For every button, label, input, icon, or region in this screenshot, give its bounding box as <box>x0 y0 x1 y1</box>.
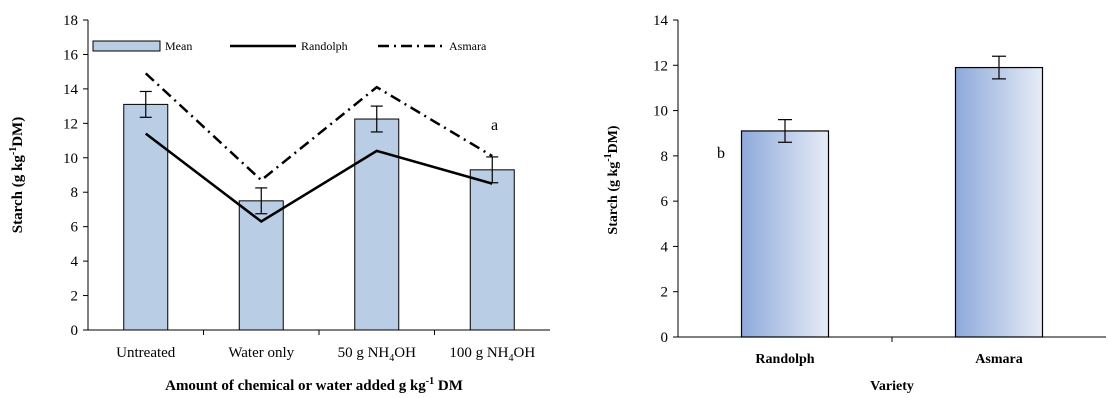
chart-a-x-axis-title: Amount of chemical or water added g kg-1… <box>165 376 463 394</box>
chart-a-legend: Mean Randolph Asmara <box>92 39 487 53</box>
y-tick-label: 12 <box>63 116 78 132</box>
y-tick-label: 18 <box>63 13 78 29</box>
y-tick-label: 14 <box>63 82 79 98</box>
error-bar <box>778 119 792 143</box>
bar-asmara <box>954 66 1044 338</box>
error-bar <box>992 55 1006 80</box>
chart-b-bars <box>740 66 1044 338</box>
chart-a-error-bars <box>139 90 499 215</box>
y-tick-label: 2 <box>71 289 79 305</box>
chart-a: 0 2 4 6 8 10 12 14 16 18 Untreated Water only 50 g … <box>8 13 550 394</box>
chart-b-panel-label: b <box>717 145 725 162</box>
y-tick-label: 4 <box>71 254 79 270</box>
chart-b-x-axis-title: Variety <box>870 379 914 394</box>
chart-b: 0 2 4 6 8 10 12 14 Randolph Asmara b Starch (g k… <box>603 13 1106 394</box>
x-tick-label: Asmara <box>975 352 1022 367</box>
y-tick-label: 0 <box>661 330 669 346</box>
y-tick-label: 10 <box>653 104 668 120</box>
x-tick-label: Water only <box>228 345 294 361</box>
chart-a-bars <box>123 103 515 331</box>
chart-a-panel-label: a <box>491 117 498 134</box>
chart-b-y-axis-title: Starch (g kg-1DM) <box>603 125 621 235</box>
legend-label-asmara: Asmara <box>449 39 487 53</box>
bar-mean <box>469 169 515 331</box>
legend-swatch-mean <box>92 40 161 52</box>
y-tick-label: 2 <box>661 285 669 301</box>
chart-a-y-axis-ticks: 0 2 4 6 8 10 12 14 16 18 <box>63 13 88 339</box>
bar-mean <box>123 103 169 331</box>
chart-b-y-axis-ticks: 0 2 4 6 8 10 12 14 <box>653 13 678 346</box>
error-bar <box>255 187 268 215</box>
y-tick-label: 0 <box>71 323 79 339</box>
series-line-randolph <box>144 132 493 224</box>
chart-a-y-axis-title: Starch (g kg-1DM) <box>8 117 26 233</box>
y-tick-label: 14 <box>653 13 669 29</box>
chart-a-series-lines <box>144 72 493 224</box>
y-tick-label: 4 <box>661 239 669 255</box>
y-tick-label: 8 <box>71 185 79 201</box>
y-tick-label: 6 <box>71 220 79 236</box>
chart-b-error-bars <box>778 55 1006 143</box>
error-bar <box>370 105 383 133</box>
x-tick-label: Randolph <box>755 352 814 367</box>
y-tick-label: 6 <box>661 194 669 210</box>
y-tick-label: 16 <box>63 47 79 63</box>
legend-label-randolph: Randolph <box>301 39 348 53</box>
error-bar <box>139 90 152 118</box>
chart-a-x-axis-ticks: Untreated Water only 50 g NH4OH 100 g NH4OH <box>116 330 535 364</box>
y-tick-label: 8 <box>661 149 669 165</box>
series-line-asmara <box>144 72 493 182</box>
x-tick-label: 100 g NH4OH <box>449 345 535 364</box>
x-tick-label: 50 g NH4OH <box>338 345 417 364</box>
bar-randolph <box>740 130 830 338</box>
y-tick-label: 12 <box>653 58 668 74</box>
legend-label-mean: Mean <box>165 39 192 53</box>
x-tick-label: Untreated <box>116 345 176 361</box>
chart-b-x-axis-ticks: Randolph Asmara <box>755 337 1023 367</box>
y-tick-label: 10 <box>63 151 78 167</box>
